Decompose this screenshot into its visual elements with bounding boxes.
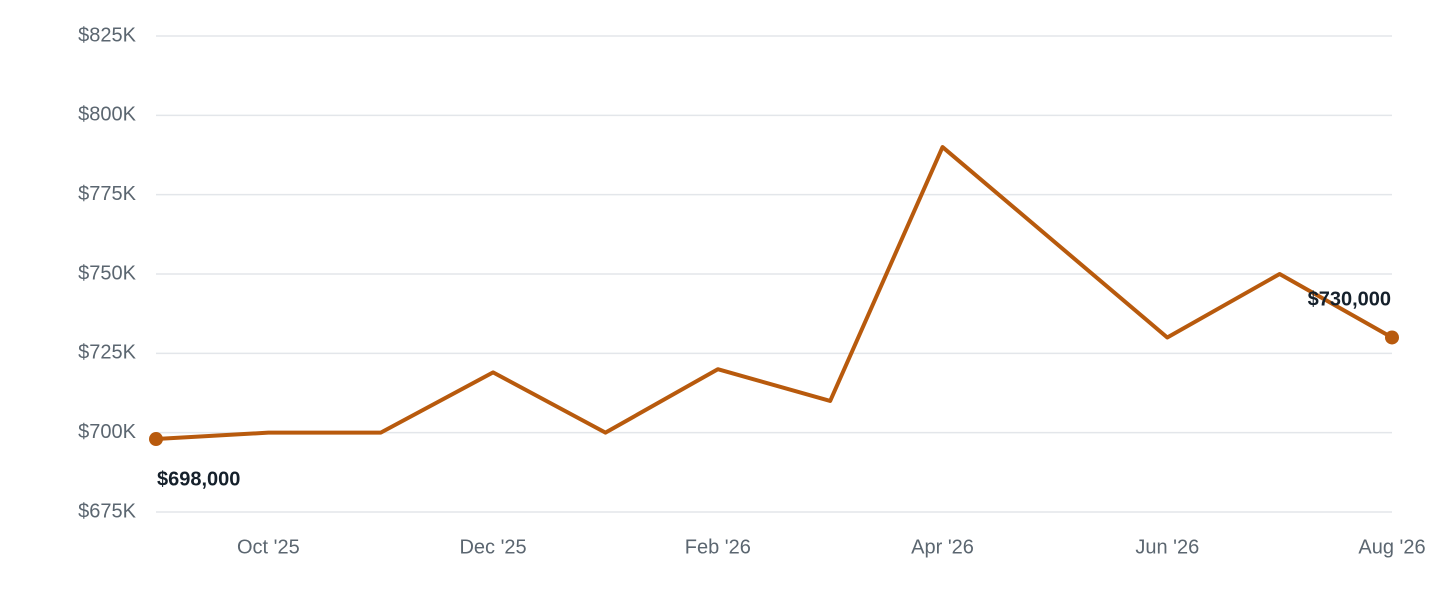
point [149, 432, 163, 447]
y-tick-label: $700K [78, 421, 136, 443]
y-tick-label: $725K [78, 342, 136, 364]
y-tick-label: $675K [78, 500, 136, 522]
x-tick-label: Oct '25 [237, 536, 300, 558]
point [1385, 330, 1399, 345]
data-label: $730,000 [1308, 289, 1391, 311]
x-tick-label: Jun '26 [1135, 536, 1199, 558]
y-tick-label: $800K [78, 104, 136, 126]
x-tick-label: Aug '26 [1358, 536, 1425, 558]
line [155, 145, 1393, 442]
x-tick-label: Dec '25 [459, 536, 526, 558]
x-tick-label: Feb '26 [685, 536, 751, 558]
y-tick-label: $775K [78, 183, 136, 205]
data-label: $698,000 [157, 468, 240, 490]
x-tick-label: Apr '26 [911, 536, 974, 558]
y-tick-label: $750K [78, 262, 136, 284]
y-tick-label: $825K [78, 24, 136, 46]
